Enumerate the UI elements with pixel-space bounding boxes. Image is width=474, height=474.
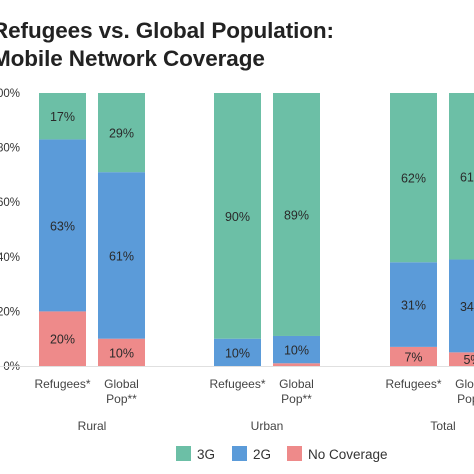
legend-swatch-no-coverage <box>287 446 302 461</box>
bar-segment-rural-refugees-no-coverage <box>39 311 86 366</box>
bar-segment-rural-refugees-2g <box>39 139 86 312</box>
bar-segment-urban-global-pop-2g <box>273 335 320 364</box>
bar-segment-urban-refugees-3g <box>214 93 261 339</box>
bar-segment-urban-global-pop-3g <box>273 93 320 336</box>
group-label-rural: Rural <box>78 419 107 433</box>
data-label-urban-refugees-2g: 10% <box>225 346 250 360</box>
bar-segment-total-global-pop-3g <box>449 93 474 260</box>
data-label-rural-refugees-3g: 17% <box>50 110 75 124</box>
x-tick-label-urban-global-pop: Global Pop** <box>279 377 314 406</box>
chart-title-line-1: Refugees vs. Global Population: <box>0 18 334 43</box>
y-tick-label-40: 40% <box>0 252 20 264</box>
legend-swatch-3g <box>176 446 191 461</box>
bar-segment-total-refugees-no-coverage <box>390 346 437 366</box>
x-tick-label-urban-refugees: Refugees* <box>209 377 265 391</box>
legend-label-2g: 2G <box>253 447 271 462</box>
bar-segment-rural-global-pop-no-coverage <box>98 338 145 366</box>
data-label-total-refugees-2g: 31% <box>401 299 426 313</box>
x-tick-label-rural-refugees: Refugees* <box>34 377 90 391</box>
data-label-total-global-pop-no-coverage: 5% <box>463 353 474 367</box>
bar-segment-rural-global-pop-3g <box>98 93 145 173</box>
y-tick-label-80: 80% <box>0 143 20 155</box>
bar-segment-total-refugees-3g <box>390 93 437 263</box>
data-label-rural-global-pop-no-coverage: 10% <box>109 346 134 360</box>
data-label-rural-global-pop-3g: 29% <box>109 127 134 141</box>
y-tick-label-60: 60% <box>0 197 20 209</box>
data-label-urban-global-pop-2g: 10% <box>284 344 309 358</box>
data-label-rural-refugees-2g: 63% <box>50 219 75 233</box>
bar-segment-urban-global-pop-no-coverage <box>273 363 320 366</box>
data-label-rural-global-pop-2g: 61% <box>109 249 134 263</box>
bar-segment-urban-refugees-2g <box>214 338 261 366</box>
data-label-total-refugees-3g: 62% <box>401 172 426 186</box>
y-tick-label-100: 100% <box>0 88 20 100</box>
data-label-urban-refugees-3g: 90% <box>225 210 250 224</box>
group-label-total: Total <box>430 419 455 433</box>
bar-segment-rural-global-pop-2g <box>98 172 145 339</box>
bar-segment-rural-refugees-3g <box>39 93 86 140</box>
data-label-rural-refugees-no-coverage: 20% <box>50 333 75 347</box>
legend-swatch-2g <box>232 446 247 461</box>
bar-segment-total-global-pop-2g <box>449 259 474 353</box>
legend-label-no-coverage: No Coverage <box>308 447 388 462</box>
bar-segment-total-global-pop-no-coverage <box>449 352 474 366</box>
legend-label-3g: 3G <box>197 447 215 462</box>
data-label-urban-global-pop-3g: 89% <box>284 208 309 222</box>
x-tick-label-rural-global-pop: Global Pop** <box>104 377 139 406</box>
y-tick-label-20: 20% <box>0 306 20 318</box>
data-label-total-global-pop-2g: 34% <box>460 300 474 314</box>
group-label-urban: Urban <box>251 419 284 433</box>
data-label-total-refugees-no-coverage: 7% <box>404 350 422 364</box>
bar-segment-total-refugees-2g <box>390 262 437 347</box>
chart-title-line-2: Mobile Network Coverage <box>0 46 265 71</box>
data-label-total-global-pop-3g: 61% <box>460 170 474 184</box>
x-tick-label-total-refugees: Refugees* <box>385 377 441 391</box>
